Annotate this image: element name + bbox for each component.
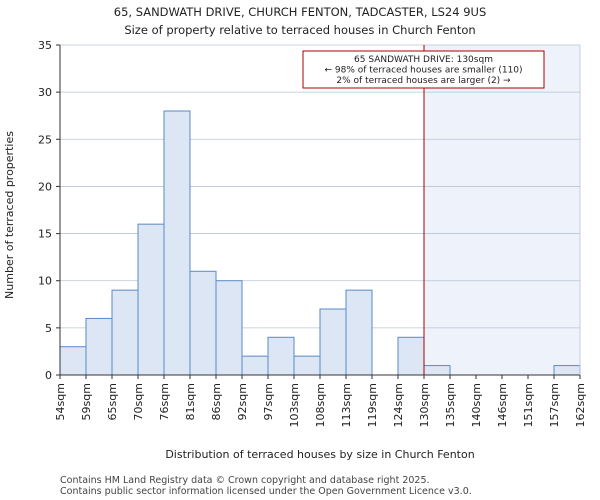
chart: 65, SANDWATH DRIVE, CHURCH FENTON, TADCA… — [3, 5, 587, 461]
y-tick-label: 30 — [38, 86, 52, 99]
x-tick-label: 140sqm — [470, 383, 483, 427]
bar-157sqm — [553, 365, 581, 376]
x-tick-label: 119sqm — [366, 383, 379, 427]
x-tick-label: 151sqm — [522, 383, 535, 427]
x-tick-label: 135sqm — [444, 383, 457, 427]
footer-line-1: Contains HM Land Registry data © Crown c… — [60, 475, 430, 486]
larger-region-shade — [424, 45, 580, 375]
bar-124sqm — [397, 336, 425, 376]
y-tick-label: 10 — [38, 275, 52, 288]
footer-line-2: Contains public sector information licen… — [60, 486, 472, 497]
x-tick-label: 54sqm — [54, 383, 67, 420]
bar-76sqm — [163, 110, 191, 376]
y-tick-label: 35 — [38, 39, 52, 52]
bar-81sqm — [189, 270, 217, 376]
x-tick-label: 70sqm — [132, 383, 145, 420]
x-tick-label: 86sqm — [210, 383, 223, 420]
x-tick-label: 162sqm — [574, 383, 587, 427]
bar-92sqm — [241, 355, 269, 376]
x-tick-label: 92sqm — [236, 383, 249, 420]
y-tick-label: 5 — [45, 322, 52, 335]
x-axis-label: Distribution of terraced houses by size … — [165, 448, 474, 461]
x-tick-label: 130sqm — [418, 383, 431, 427]
x-tick-label: 124sqm — [392, 383, 405, 427]
x-tick-label: 113sqm — [340, 383, 353, 427]
annotation-line-3: 2% of terraced houses are larger (2) → — [336, 76, 511, 86]
bar-108sqm — [319, 308, 347, 376]
bar-65sqm — [111, 289, 139, 376]
x-tick-label: 103sqm — [288, 383, 301, 427]
chart-title: 65, SANDWATH DRIVE, CHURCH FENTON, TADCA… — [114, 5, 487, 19]
bar-70sqm — [137, 223, 165, 376]
annotation-box — [302, 50, 545, 89]
bar-113sqm — [345, 289, 373, 376]
chart-subtitle: Size of property relative to terraced ho… — [124, 23, 475, 37]
x-tick-label: 65sqm — [106, 383, 119, 420]
annotation-line-1: 65 SANDWATH DRIVE: 130sqm — [354, 55, 493, 65]
bar-59sqm — [85, 317, 113, 376]
x-tick-label: 59sqm — [80, 383, 93, 420]
x-tick-label: 81sqm — [184, 383, 197, 420]
y-tick-label: 20 — [38, 180, 52, 193]
y-axis-label: Number of terraced properties — [3, 131, 16, 299]
x-tick-label: 76sqm — [158, 383, 171, 420]
bar-97sqm — [267, 336, 295, 376]
bar-130sqm — [423, 365, 451, 376]
bar-86sqm — [215, 280, 243, 376]
x-tick-label: 108sqm — [314, 383, 327, 427]
annotation-line-2: ← 98% of terraced houses are smaller (11… — [324, 66, 522, 76]
bar-54sqm — [59, 346, 87, 376]
x-tick-label: 157sqm — [548, 383, 561, 427]
y-tick-label: 25 — [38, 133, 52, 146]
bar-103sqm — [293, 355, 321, 376]
x-tick-label: 146sqm — [496, 383, 509, 427]
y-tick-label: 15 — [38, 228, 52, 241]
x-tick-label: 97sqm — [262, 383, 275, 420]
y-tick-label: 0 — [45, 369, 52, 382]
